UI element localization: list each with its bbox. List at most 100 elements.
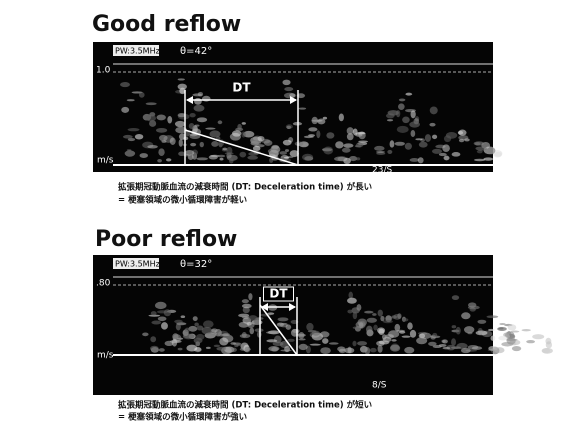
flow-speckle [150,311,157,316]
flow-speckle [158,348,165,352]
flow-speckle [292,328,300,334]
flow-speckle [289,150,299,158]
flow-speckle [404,142,412,150]
flow-speckle [177,78,185,81]
flow-speckle [474,158,486,162]
flow-speckle [277,317,289,322]
flow-speckle [455,326,461,335]
flow-speckle [154,301,167,310]
flow-speckle [184,131,191,137]
mode-box [113,258,159,269]
caption-line: 拡張期冠動脈血流の減衰時間 (DT: Deceleration time) が短… [118,400,372,411]
flow-speckle [397,313,402,319]
flow-speckle [483,157,494,161]
flow-speckle [164,340,174,347]
flow-speckle [338,113,344,122]
flow-speckle [328,342,339,345]
flow-speckle [282,139,292,146]
flow-speckle [475,146,487,151]
flow-speckle [279,151,287,155]
flow-speckle [343,143,354,148]
flow-speckle [398,98,406,102]
flow-speckle [443,155,450,161]
flow-speckle [302,153,314,161]
flow-speckle [355,142,364,148]
flow-speckle [377,309,383,317]
flow-speckle [217,141,225,146]
flow-speckle [189,112,196,118]
flow-speckle [357,131,366,135]
flow-speckle [149,120,157,127]
flow-speckle [391,315,398,319]
scale-label: 1.0 [96,66,111,76]
flow-speckle [382,319,393,324]
flow-speckle [476,149,483,154]
flow-speckle [407,322,413,330]
flow-speckle [409,329,417,338]
flow-speckle [477,319,487,324]
flow-speckle [471,346,483,350]
flow-speckle [163,309,172,317]
flow-speckle [211,141,219,147]
flow-speckle [241,299,249,304]
flow-speckle [385,113,395,119]
flow-speckle [442,346,451,350]
flow-speckle [443,135,452,143]
flow-speckle [287,338,295,342]
flow-speckle [171,338,178,347]
flow-speckle [322,338,329,344]
flow-speckle [241,131,246,138]
flow-speckle [161,140,167,143]
caption-line: = 梗塞領域の微小循環障害が強い [118,412,247,423]
flow-speckle [456,342,468,350]
flow-speckle [473,141,485,146]
rate-label: 23/S [372,166,392,176]
flow-speckle [358,322,364,329]
flow-speckle [377,344,383,353]
flow-speckle [266,331,278,334]
flow-speckle [183,333,195,339]
flow-speckle [521,329,531,332]
flow-speckle [284,149,290,152]
flow-speckle [266,339,278,343]
flow-speckle [357,341,368,346]
flow-speckle [402,116,410,124]
flow-speckle [374,145,385,151]
flow-speckle [174,319,183,324]
flow-speckle [219,157,224,161]
flow-speckle [326,132,335,139]
flow-signal [120,78,503,165]
dt-box [263,286,294,302]
flow-speckle [183,136,189,141]
flow-speckle [175,126,188,134]
flow-speckle [178,151,186,157]
flow-speckle [319,331,330,338]
flow-speckle [458,138,465,143]
flow-speckle [254,328,264,333]
caption-line: = 梗塞領域の微小循環障害が軽い [118,195,247,206]
flow-speckle [138,92,145,98]
dt-label: DT [269,287,288,301]
flow-speckle [241,332,247,338]
flow-speckle [317,118,326,125]
flow-speckle [347,297,357,304]
flow-speckle [396,329,405,333]
flow-speckle [156,114,166,121]
flow-speckle [372,313,377,316]
flow-speckle [387,149,393,154]
flow-speckle [335,141,344,149]
mode-label: PW:3.5MHz [115,47,160,56]
flow-speckle [166,158,172,162]
flow-speckle [424,134,432,142]
section-title: Poor reflow [95,227,237,252]
flow-speckle [352,340,357,347]
flow-speckle [316,130,321,139]
flow-speckle [194,322,199,327]
caption-line: 拡張期冠動脈血流の減衰時間 (DT: Deceleration time) が長… [118,182,372,193]
flow-speckle [402,318,409,322]
flow-speckle [169,137,176,145]
flow-speckle [188,123,195,130]
flow-speckle [257,135,265,142]
flow-speckle [364,346,371,355]
dt-arrowhead [261,303,296,311]
